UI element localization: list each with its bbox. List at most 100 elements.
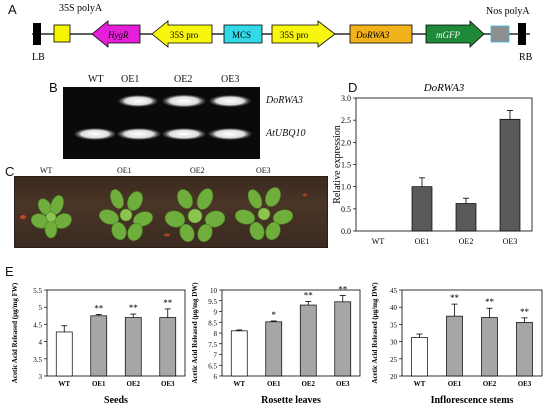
- expression-chart: 0.0 0.5 1.0 1.5 2.0 2.5 3.0 Relative expression…: [332, 82, 533, 246]
- plant-label: OE2: [190, 166, 205, 175]
- mgfp-label: mGFP: [436, 30, 460, 40]
- plant-photo: [14, 176, 328, 248]
- y-tick-label: 1.0: [341, 183, 351, 192]
- y-tick-label: 3.5: [33, 356, 42, 364]
- y-tick-label: 25: [390, 356, 398, 364]
- chart-title: DoRWA3: [423, 82, 465, 94]
- x-tick-label: OE2: [459, 237, 474, 246]
- significance-mark: *: [272, 310, 277, 320]
- rb-border: [518, 23, 526, 45]
- gel-lane-label: OE1: [121, 74, 140, 85]
- y-tick-label: 6.5: [208, 362, 217, 370]
- gel-lane-label: WT: [88, 74, 104, 85]
- y-tick-label: 40: [390, 304, 398, 312]
- x-tick-label: OE1: [92, 380, 106, 388]
- y-tick-label: 8: [214, 330, 218, 338]
- bar: [446, 315, 463, 377]
- significance-mark: **: [520, 307, 530, 317]
- y-tick-label: 45: [390, 287, 398, 295]
- x-tick-label: OE3: [161, 380, 175, 388]
- plant-label: OE3: [256, 166, 271, 175]
- bar: [124, 317, 142, 377]
- pot-debris: [164, 233, 170, 237]
- rosette-oe3: [234, 187, 294, 241]
- y-tick-label: 6: [214, 373, 218, 381]
- bar: [499, 118, 521, 232]
- x-tick-label: OE1: [267, 380, 281, 388]
- pot-debris: [302, 193, 308, 197]
- nos-polya-label: Nos polyA: [486, 6, 530, 17]
- y-tick-label: 7.5: [208, 341, 217, 349]
- chart-title: Rosette leaves: [261, 395, 321, 406]
- pot-debris: [20, 215, 26, 219]
- gel-image: [63, 87, 260, 159]
- x-tick-label: OE2: [301, 380, 315, 388]
- x-tick-label: OE3: [518, 380, 532, 388]
- chart-title: Seeds: [104, 395, 128, 406]
- gel-lane-label: OE2: [174, 74, 193, 85]
- bar: [455, 203, 477, 232]
- terminator-35s-box: [53, 24, 71, 43]
- construct-map: LB 35S polyA HygR 35S pro MCS 35S pro Do…: [32, 3, 533, 63]
- gene-label: DoRWA3: [355, 30, 390, 40]
- lb-border: [33, 23, 41, 45]
- y-tick-label: 2.5: [341, 116, 351, 125]
- bar: [159, 317, 177, 377]
- plant-label: WT: [40, 166, 53, 175]
- y-tick-label: 0.0: [341, 227, 351, 236]
- x-tick-label: OE2: [126, 380, 140, 388]
- panel-letter-e: E: [5, 264, 14, 279]
- bar: [516, 321, 533, 377]
- bar: [334, 301, 352, 377]
- hygr-label: HygR: [107, 30, 129, 40]
- y-tick-label: 1.5: [341, 161, 351, 170]
- plot-frame: [46, 289, 186, 377]
- plot-frame: [401, 289, 543, 377]
- y-tick-label: 3: [39, 373, 43, 381]
- panel-letter-b: B: [49, 80, 58, 95]
- mgfp-arrow: [425, 20, 485, 48]
- y-axis-label: Relative expression: [332, 125, 343, 204]
- bar: [230, 330, 248, 377]
- gel-band: [162, 128, 206, 140]
- bar: [265, 321, 283, 377]
- x-tick-label: OE2: [483, 380, 497, 388]
- rb-label: RB: [519, 52, 533, 63]
- x-tick-label: OE1: [448, 380, 462, 388]
- rosette-oe2: [164, 188, 226, 243]
- significance-mark: **: [450, 293, 460, 303]
- chart-title: Inflorescence stems: [431, 395, 514, 406]
- bar: [299, 304, 317, 377]
- significance-mark: **: [485, 297, 495, 307]
- y-tick-label: 5: [39, 304, 43, 312]
- hygr-arrow: [91, 20, 141, 48]
- significance-mark: **: [129, 303, 139, 313]
- rosette-wt: [30, 195, 72, 239]
- x-tick-label: WT: [414, 380, 426, 388]
- y-tick-label: 5.5: [33, 287, 42, 295]
- significance-mark: **: [163, 298, 173, 308]
- gel-band: [74, 128, 116, 140]
- y-tick-label: 20: [390, 373, 398, 381]
- y-tick-label: 30: [390, 339, 398, 347]
- x-tick-label: OE1: [415, 237, 430, 246]
- y-tick-label: 10: [210, 287, 218, 295]
- band-label-dorwa3: DoRWA3: [266, 95, 303, 106]
- y-tick-label: 9.5: [208, 298, 217, 306]
- panel-letter-c: C: [5, 164, 15, 179]
- y-tick-label: 2.0: [341, 138, 351, 147]
- nos-terminator-box: [490, 25, 510, 43]
- y-tick-label: 0.5: [341, 205, 351, 214]
- x-tick-label: OE3: [503, 237, 518, 246]
- gel-band: [117, 128, 161, 140]
- gel-band: [118, 95, 158, 107]
- bar: [411, 337, 428, 377]
- bar: [90, 315, 108, 377]
- y-axis-label: Acetic Acid Released (µg/mg DW): [371, 282, 379, 384]
- bar: [55, 331, 73, 377]
- band-label-atubq10: AtUBQ10: [266, 128, 306, 139]
- mcs-label: MCS: [232, 30, 251, 40]
- rosette-leaves-chart: 6 6.5 7 7.5 8 8.5 9 9.5 10 Acetic Acid Released (…: [191, 282, 361, 406]
- plant-rosettes: [20, 187, 308, 243]
- x-tick-label: WT: [372, 237, 385, 246]
